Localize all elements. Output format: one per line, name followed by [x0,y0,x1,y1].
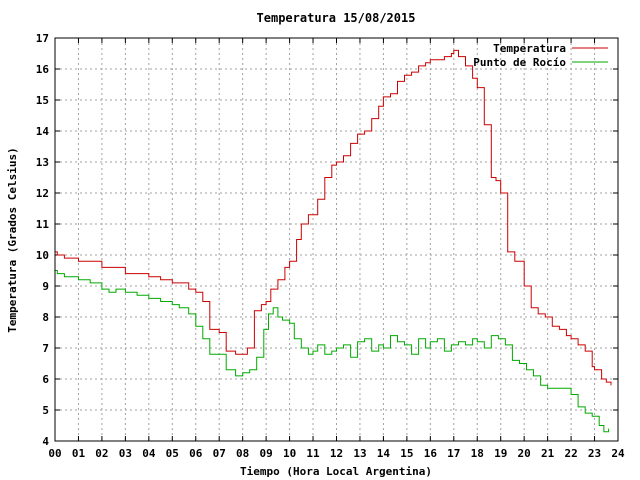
y-tick-label: 14 [36,125,50,138]
x-tick-label: 14 [377,447,391,460]
chart-title: Temperatura 15/08/2015 [257,11,416,25]
y-tick-label: 11 [36,218,50,231]
y-tick-label: 6 [42,373,49,386]
x-tick-label: 06 [189,447,203,460]
x-tick-label: 15 [400,447,413,460]
x-tick-label: 16 [424,447,438,460]
axis-ticks: 00 01 02 03 04 05 06 07 08 09 10 11 12 13 14 15 16 17 18 19… [36,32,625,460]
x-tick-label: 05 [166,447,179,460]
x-tick-label: 04 [142,447,156,460]
x-tick-label: 17 [447,447,460,460]
x-tick-label: 18 [471,447,484,460]
y-tick-label: 5 [42,404,49,417]
legend: Temperatura Punto de Rocío [473,42,608,69]
x-tick-label: 21 [541,447,555,460]
x-tick-label: 11 [306,447,320,460]
series-line-punto-de-roc-o [55,270,610,433]
y-tick-label: 8 [42,311,49,324]
y-tick-label: 13 [36,156,49,169]
y-tick-label: 9 [42,280,49,293]
x-tick-label: 07 [213,447,226,460]
x-tick-label: 00 [48,447,61,460]
series-lines [55,49,612,433]
y-tick-label: 7 [42,342,49,355]
x-tick-label: 03 [119,447,132,460]
legend-label-temperatura: Temperatura [493,42,566,55]
x-axis-label: Tiempo (Hora Local Argentina) [240,465,432,478]
y-tick-label: 10 [36,249,49,262]
x-tick-label: 12 [330,447,343,460]
x-tick-label: 01 [72,447,86,460]
y-tick-label: 16 [36,63,50,76]
x-tick-label: 24 [611,447,625,460]
x-tick-label: 19 [494,447,507,460]
x-tick-label: 20 [518,447,531,460]
y-tick-label: 17 [36,32,49,45]
y-tick-label: 12 [36,187,49,200]
series-line-temperatura [55,49,612,386]
y-axis-label: Temperatura (Grados Celsius) [6,147,19,332]
x-tick-label: 08 [236,447,249,460]
x-tick-label: 10 [283,447,296,460]
x-tick-label: 13 [353,447,366,460]
x-tick-label: 23 [588,447,601,460]
x-tick-label: 02 [95,447,108,460]
y-tick-label: 15 [36,94,49,107]
plot-area-border [54,37,619,442]
x-tick-label: 22 [564,447,577,460]
legend-label-punto-de-rocio: Punto de Rocío [473,56,566,69]
x-tick-label: 09 [260,447,273,460]
y-tick-label: 4 [42,435,49,448]
